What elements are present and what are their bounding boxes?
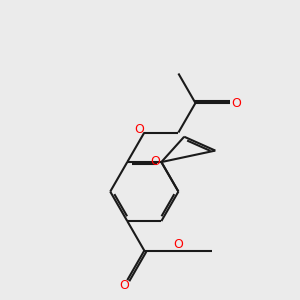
Text: O: O (150, 155, 160, 168)
Text: O: O (134, 123, 144, 136)
Text: O: O (173, 238, 183, 251)
Text: O: O (231, 97, 241, 110)
Text: O: O (119, 279, 129, 292)
